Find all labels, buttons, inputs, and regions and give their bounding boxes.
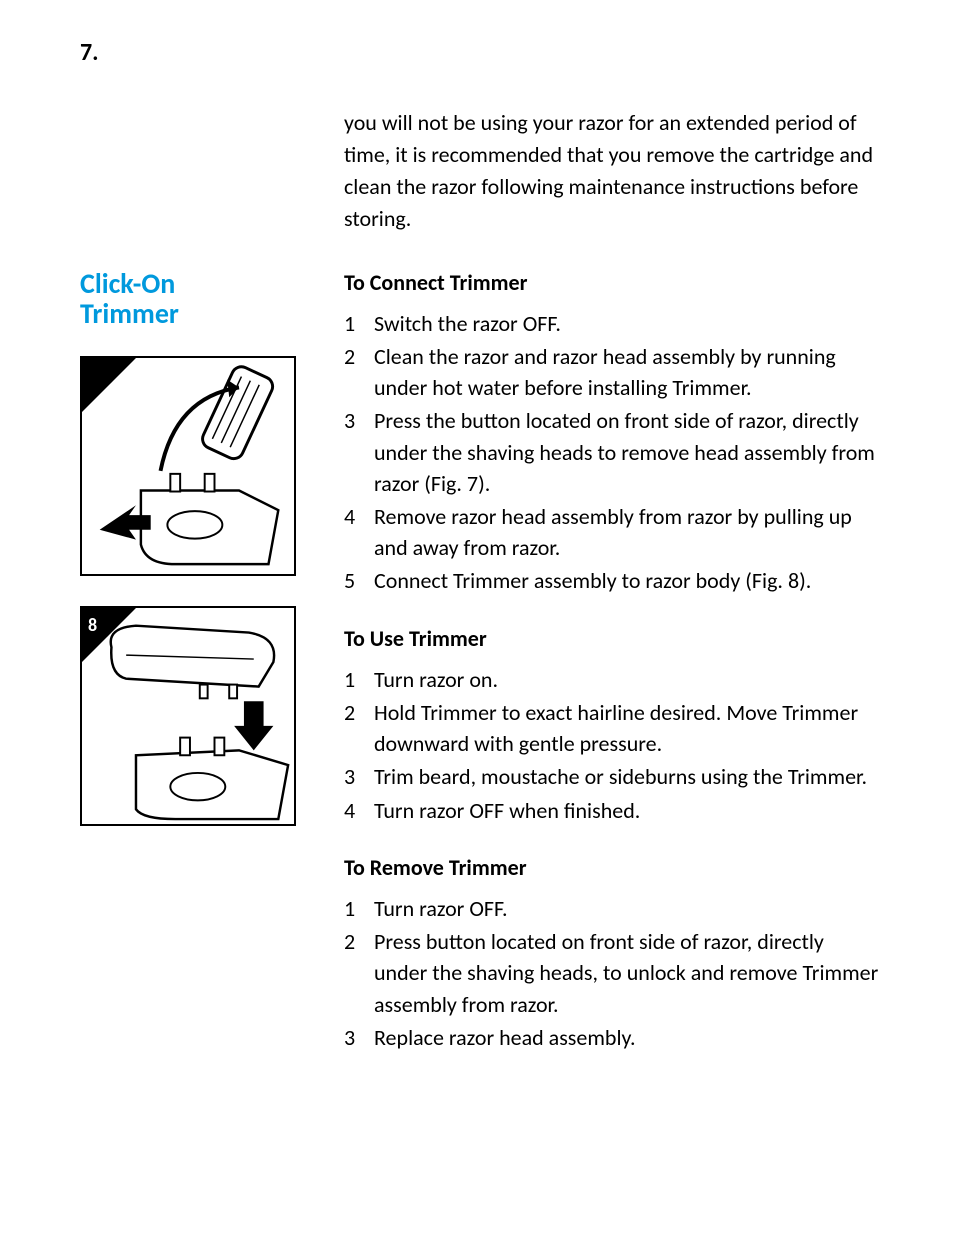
list-item: 1 Switch the razor OFF. (344, 308, 879, 339)
intro-paragraph: you will not be using your razor for an … (344, 107, 879, 235)
figure-7-illustration (82, 358, 294, 574)
step-text: Press button located on front side of ra… (374, 926, 879, 1020)
step-text: Trim beard, moustache or sideburns using… (374, 761, 879, 792)
list-item: 3 Trim beard, moustache or sideburns usin… (344, 761, 879, 792)
use-steps: 1 Turn razor on. 2 Hold Trimmer to exact h… (344, 664, 879, 826)
section-title-line2: Trimmer (80, 296, 179, 331)
step-number: 3 (344, 1022, 355, 1053)
step-text: Press the button located on front side o… (374, 405, 879, 499)
step-number: 5 (344, 565, 355, 596)
step-number: 1 (344, 664, 355, 695)
step-number: 4 (344, 795, 355, 826)
remove-heading: To Remove Trimmer (344, 854, 879, 881)
figure-7 (80, 356, 296, 576)
figure-8-illustration (82, 608, 294, 824)
step-text: Hold Trimmer to exact hairline desired. … (374, 697, 879, 759)
step-number: 2 (344, 341, 355, 372)
step-text: Turn razor on. (374, 664, 879, 695)
list-item: 2 Clean the razor and razor head assembly… (344, 341, 879, 403)
use-heading: To Use Trimmer (344, 625, 879, 652)
step-text: Remove razor head assembly from razor by… (374, 501, 879, 563)
list-item: 2 Hold Trimmer to exact hairline desired.… (344, 697, 879, 759)
figure-8: 8 (80, 606, 296, 826)
connect-heading: To Connect Trimmer (344, 269, 879, 296)
step-number: 1 (344, 893, 355, 924)
list-item: 3 Replace razor head assembly. (344, 1022, 879, 1053)
step-text: Replace razor head assembly. (374, 1022, 879, 1053)
right-column: To Connect Trimmer 1 Switch the razor OFF… (344, 269, 879, 1081)
section-title: Click-On Trimmer (80, 269, 296, 331)
two-column-layout: Click-On Trimmer (80, 269, 879, 1081)
step-number: 1 (344, 308, 355, 339)
list-item: 2 Press button located on front side of r… (344, 926, 879, 1020)
step-text: Turn razor OFF. (374, 893, 879, 924)
step-text: Connect Trimmer assembly to razor body (… (374, 565, 879, 596)
left-column: Click-On Trimmer (80, 269, 296, 1081)
step-number: 2 (344, 697, 355, 728)
list-item: 3 Press the button located on front side … (344, 405, 879, 499)
step-number: 3 (344, 761, 355, 792)
figure-8-label: 8 (88, 614, 97, 636)
list-item: 1 Turn razor OFF. (344, 893, 879, 924)
list-item: 1 Turn razor on. (344, 664, 879, 695)
step-text: Turn razor OFF when finished. (374, 795, 879, 826)
step-number: 3 (344, 405, 355, 436)
step-text: Switch the razor OFF. (374, 308, 879, 339)
step-number: 4 (344, 501, 355, 532)
list-item: 4 Turn razor OFF when finished. (344, 795, 879, 826)
remove-steps: 1 Turn razor OFF. 2 Press button located o… (344, 893, 879, 1053)
connect-steps: 1 Switch the razor OFF. 2 Clean the razor … (344, 308, 879, 597)
step-text: Clean the razor and razor head assembly … (374, 341, 879, 403)
list-item: 5 Connect Trimmer assembly to razor body … (344, 565, 879, 596)
step-number: 2 (344, 926, 355, 957)
list-item: 4 Remove razor head assembly from razor b… (344, 501, 879, 563)
section-title-line1: Click-On (80, 266, 175, 301)
page-number: 7. (80, 38, 879, 67)
